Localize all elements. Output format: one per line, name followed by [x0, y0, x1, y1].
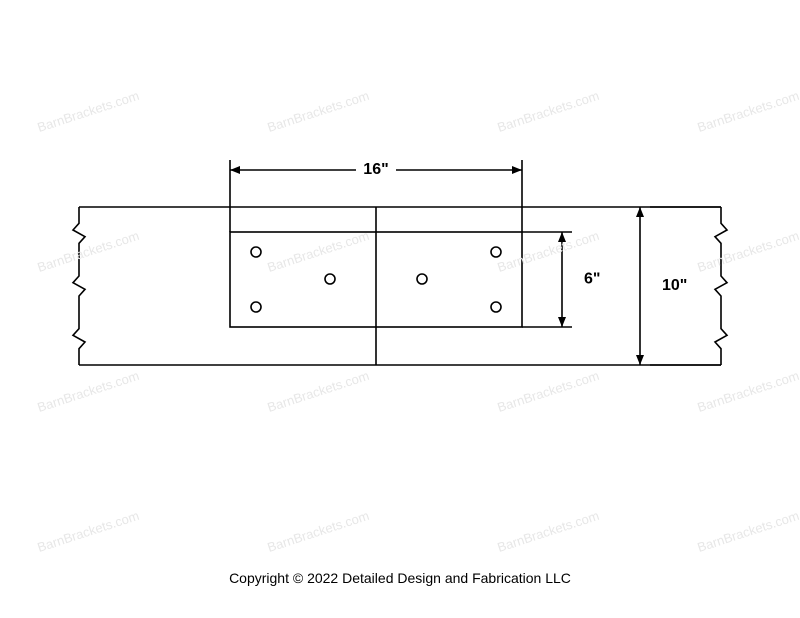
drawing-stage: 16" 6" 10" [0, 0, 800, 618]
technical-drawing-svg: 16" 6" 10" [0, 0, 800, 618]
svg-text:6": 6" [584, 271, 600, 288]
copyright-text: Copyright © 2022 Detailed Design and Fab… [0, 570, 800, 586]
svg-text:10": 10" [662, 277, 687, 294]
svg-text:16": 16" [363, 161, 388, 178]
